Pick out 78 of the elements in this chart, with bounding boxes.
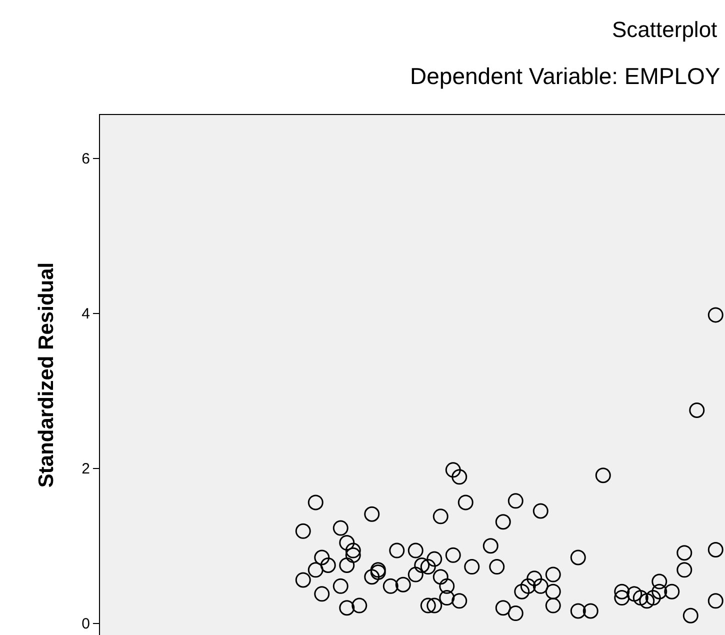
point — [345, 547, 361, 563]
chart-subtitle: Dependent Variable: EMPLOY — [410, 63, 720, 89]
point — [339, 535, 355, 551]
point — [652, 584, 668, 600]
point — [595, 468, 611, 484]
point — [295, 523, 311, 539]
point — [632, 590, 648, 606]
point — [495, 514, 511, 530]
point — [439, 590, 455, 606]
point — [545, 598, 561, 614]
point — [408, 542, 424, 558]
point — [520, 578, 536, 594]
point — [314, 586, 330, 602]
point — [626, 586, 642, 602]
point — [426, 598, 442, 614]
point — [545, 584, 561, 600]
y-tick-label: 4 — [82, 306, 90, 323]
point — [345, 542, 361, 558]
point — [414, 558, 430, 573]
point — [308, 562, 324, 578]
point — [708, 542, 724, 558]
point — [582, 603, 598, 619]
point — [452, 593, 468, 609]
point — [682, 608, 698, 624]
point — [395, 576, 411, 592]
point — [295, 572, 311, 588]
point — [420, 598, 436, 614]
point — [332, 578, 348, 594]
point — [508, 606, 524, 622]
point — [495, 600, 511, 616]
y-tick-label: 6 — [82, 150, 90, 168]
point — [514, 584, 530, 600]
point — [652, 574, 668, 590]
point — [708, 593, 724, 609]
point — [614, 590, 630, 606]
point — [458, 494, 474, 510]
point — [364, 569, 380, 585]
point — [320, 558, 336, 573]
point — [314, 550, 330, 566]
point — [532, 503, 548, 519]
point — [308, 494, 324, 510]
point — [382, 578, 398, 594]
point — [408, 566, 424, 582]
point — [664, 584, 680, 600]
point — [532, 578, 548, 594]
point — [482, 538, 498, 554]
point — [614, 584, 630, 600]
point — [352, 598, 368, 614]
y-tick-label: 0 — [82, 616, 90, 633]
point — [339, 558, 355, 573]
point — [439, 578, 455, 594]
point — [389, 542, 405, 558]
point — [526, 570, 542, 586]
y-axis-title: Standardized Residual — [34, 262, 58, 488]
point — [432, 569, 448, 585]
point — [332, 520, 348, 536]
point — [464, 559, 480, 575]
point — [676, 562, 692, 578]
point — [432, 508, 448, 524]
point — [364, 506, 380, 522]
point — [545, 566, 561, 582]
point — [339, 600, 355, 616]
point — [689, 402, 705, 418]
point — [426, 551, 442, 567]
point — [445, 547, 461, 563]
point — [489, 559, 505, 575]
point — [676, 545, 692, 561]
point — [570, 603, 586, 619]
point — [508, 493, 524, 509]
point — [420, 559, 436, 575]
point — [645, 590, 661, 606]
point — [708, 307, 724, 323]
point — [570, 550, 586, 566]
point — [452, 469, 468, 485]
point — [639, 593, 655, 609]
chart-title: Scatterplot — [612, 17, 718, 42]
point — [445, 462, 461, 478]
y-tick-label: 2 — [82, 460, 90, 478]
